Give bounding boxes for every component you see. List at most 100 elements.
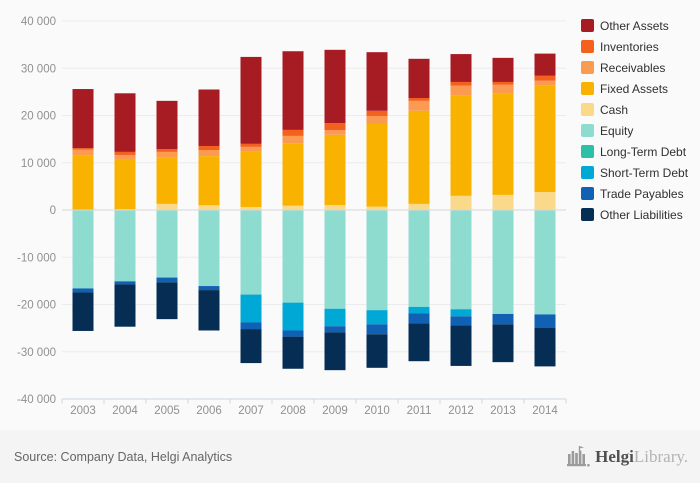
bar-segment-2008	[282, 51, 304, 130]
bar-segment-2004	[114, 210, 136, 282]
legend-item-inventories[interactable]: Inventories	[581, 36, 699, 57]
legend-item-fixed-assets[interactable]: Fixed Assets	[581, 78, 699, 99]
bar-segment-2011	[408, 210, 430, 307]
bar-segment-2010	[366, 210, 388, 311]
x-axis-tick-label: 2008	[280, 405, 306, 417]
legend-item-short-term-debt[interactable]: Short-Term Debt	[581, 162, 699, 183]
bar-segment-2010	[366, 115, 388, 125]
bar-segment-2005	[156, 157, 178, 204]
legend-item-trade-payables[interactable]: Trade Payables	[581, 183, 699, 204]
bar-segment-2007	[240, 146, 262, 152]
bar-segment-2005	[156, 282, 178, 320]
bar-segment-2003	[72, 148, 94, 150]
logo-library: Library.	[633, 446, 688, 466]
legend-label: Inventories	[600, 39, 659, 54]
bar-segment-2006	[198, 205, 220, 210]
bar-segment-2003	[72, 149, 94, 156]
y-axis-tick-label: 10 000	[21, 158, 56, 170]
bar-segment-2012	[450, 210, 472, 310]
bar-segment-2014	[534, 75, 556, 81]
bar-segment-2008	[282, 129, 304, 136]
y-axis-tick-label: -40 000	[17, 394, 56, 406]
bar-segment-2005	[156, 210, 178, 278]
bar-segment-2012	[450, 85, 472, 96]
legend-swatch-icon	[581, 61, 594, 74]
bar-segment-2009	[324, 210, 346, 309]
bar-segment-2012	[450, 54, 472, 82]
logo-wordmark: HelgiLibrary.	[595, 447, 688, 467]
legend-swatch-icon	[581, 103, 594, 116]
bar-segment-2014	[534, 85, 556, 193]
x-axis-tick-label: 2012	[448, 405, 474, 417]
helgi-library-logo[interactable]: HelgiLibrary.	[565, 445, 688, 469]
bar-segment-2003	[72, 155, 94, 210]
x-axis-tick-label: 2014	[532, 405, 558, 417]
legend-item-other-assets[interactable]: Other Assets	[581, 15, 699, 36]
legend-item-receivables[interactable]: Receivables	[581, 57, 699, 78]
x-axis-tick-label: 2005	[154, 405, 180, 417]
bar-segment-2004	[114, 151, 136, 155]
legend-swatch-icon	[581, 124, 594, 137]
bar-segment-2013	[492, 313, 514, 325]
legend-label: Fixed Assets	[600, 81, 669, 96]
helgi-bridge-icon	[567, 445, 590, 466]
bar-segment-2014	[534, 314, 556, 328]
bar-segment-2006	[198, 290, 220, 331]
bar-segment-2006	[198, 89, 220, 146]
bar-segment-2003	[72, 89, 94, 149]
legend-label: Other Assets	[600, 18, 669, 33]
legend-item-cash[interactable]: Cash	[581, 99, 699, 120]
bar-segment-2013	[492, 194, 514, 210]
bar-segment-2014	[534, 210, 556, 315]
bar-segment-2007	[240, 56, 262, 144]
legend-label: Equity	[600, 123, 634, 138]
legend-item-long-term-debt[interactable]: Long-Term Debt	[581, 141, 699, 162]
legend-item-other-liabilities[interactable]: Other Liabilities	[581, 204, 699, 225]
bar-segment-2005	[156, 203, 178, 210]
legend-label: Other Liabilities	[600, 207, 683, 222]
bar-segment-2011	[408, 306, 430, 314]
bar-segment-2013	[492, 324, 514, 363]
legend-item-equity[interactable]: Equity	[581, 120, 699, 141]
bar-segment-2007	[240, 329, 262, 364]
bar-segment-2012	[450, 195, 472, 210]
bar-segment-2011	[408, 110, 430, 204]
x-axis-tick-label: 2007	[238, 405, 264, 417]
bar-segment-2013	[492, 84, 514, 94]
bar-segment-2009	[324, 332, 346, 371]
bar-segment-2008	[282, 336, 304, 369]
y-axis-tick-label: 30 000	[21, 63, 56, 75]
y-axis-tick-label: -10 000	[17, 252, 56, 264]
bar-segment-2008	[282, 330, 304, 337]
y-axis-tick-label: -20 000	[17, 300, 56, 312]
bar-segment-2013	[492, 93, 514, 195]
bar-segment-2009	[324, 326, 346, 333]
bar-segment-2003	[72, 210, 94, 289]
bar-segment-2011	[408, 98, 430, 101]
bar-segment-2009	[324, 130, 346, 135]
chart-legend: Other Assets Inventories Receivables Fixed …	[581, 15, 699, 225]
legend-swatch-icon	[581, 40, 594, 53]
bar-segment-2004	[114, 284, 136, 327]
bar-segment-2010	[366, 124, 388, 207]
bar-segment-2009	[324, 308, 346, 327]
legend-swatch-icon	[581, 187, 594, 200]
bar-segment-2011	[408, 58, 430, 99]
source-text: Source: Company Data, Helgi Analytics	[14, 449, 233, 464]
bar-segment-2014	[534, 80, 556, 86]
bar-segment-2006	[198, 156, 220, 206]
bar-segment-2006	[198, 149, 220, 157]
bar-segment-2010	[366, 324, 388, 335]
y-axis-tick-label: 40 000	[21, 16, 56, 28]
bar-segment-2010	[366, 206, 388, 210]
bar-segment-2006	[198, 286, 220, 291]
bar-segment-2009	[324, 134, 346, 206]
bar-segment-2013	[492, 81, 514, 85]
x-axis-tick-label: 2013	[490, 405, 516, 417]
bar-segment-2006	[198, 145, 220, 150]
bar-segment-2013	[492, 57, 514, 82]
bar-segment-2004	[114, 93, 136, 152]
footer-bar: Source: Company Data, Helgi Analytics He…	[0, 430, 700, 483]
bar-segment-2006	[198, 210, 220, 287]
